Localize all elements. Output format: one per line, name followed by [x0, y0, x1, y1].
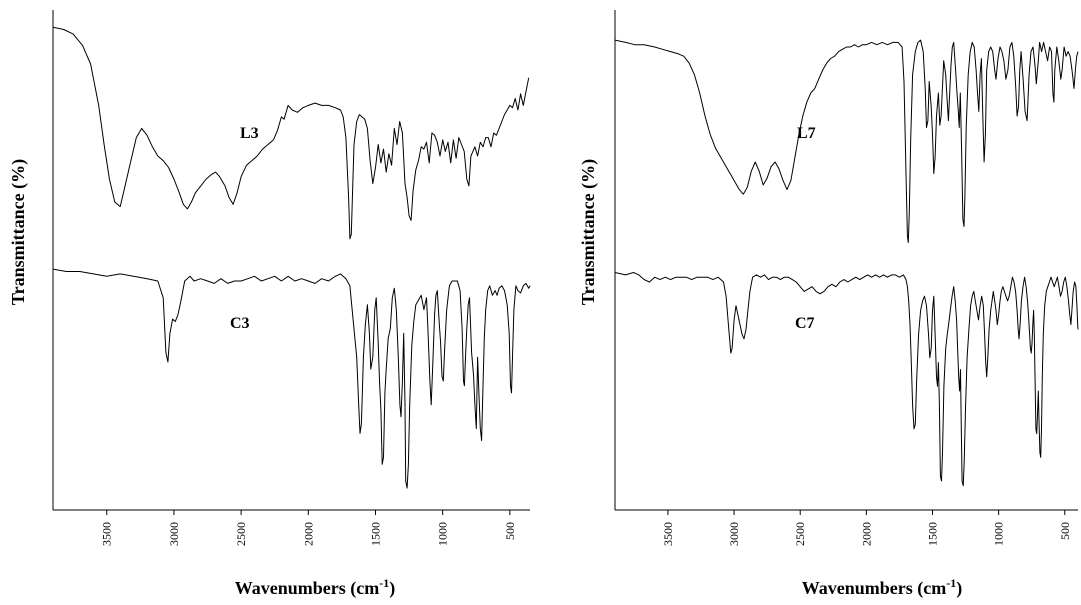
series-line-L3 — [52, 26, 530, 240]
plot-left: 3500 3000 2500 2000 1500 1000 500 L3 C3 — [52, 10, 531, 546]
plots-layer: 3500 3000 2500 2000 1500 1000 500 L3 C3 3500 3000 2… — [52, 10, 1079, 546]
series-line-L7 — [614, 39, 1079, 243]
x-tick-label-right-1500: 1500 — [925, 522, 939, 546]
x-axis-label-right-sup: -1 — [946, 576, 956, 590]
x-axis-label-right-end: ) — [956, 578, 962, 599]
x-tick-label-left-2000: 2000 — [301, 522, 315, 546]
series-label-C7: C7 — [795, 315, 815, 332]
x-axis-label-right-main: Wavenumbers (cm — [802, 578, 946, 599]
x-tick-label-left-1000: 1000 — [436, 522, 450, 546]
x-axis-label-left: Wavenumbers (cm-1) — [235, 576, 395, 599]
series-label-L3: L3 — [240, 125, 259, 142]
x-tick-label-left-500: 500 — [503, 522, 517, 540]
x-axis-label-left-sup: -1 — [379, 576, 389, 590]
x-axis-label-right: Wavenumbers (cm-1) — [802, 576, 962, 599]
x-tick-label-left-1500: 1500 — [368, 522, 382, 546]
x-tick-label-right-3500: 3500 — [661, 522, 675, 546]
x-tick-label-left-3500: 3500 — [100, 522, 114, 546]
series-line-C7 — [614, 272, 1079, 487]
plot-right: 3500 3000 2500 2000 1500 1000 500 L7 C7 — [614, 10, 1079, 546]
x-tick-label-left-2500: 2500 — [234, 522, 248, 546]
series-label-C3: C3 — [230, 315, 250, 332]
x-tick-label-right-500: 500 — [1058, 522, 1072, 540]
x-axis-label-left-end: ) — [389, 578, 395, 599]
panel-left: Transmittance (%) Wavenumbers (cm-1) — [8, 159, 395, 599]
x-tick-label-right-1000: 1000 — [992, 522, 1006, 546]
y-axis-label-right: Transmittance (%) — [578, 159, 599, 305]
y-axis-label-left: Transmittance (%) — [8, 159, 29, 305]
x-tick-label-right-3000: 3000 — [727, 522, 741, 546]
series-label-L7: L7 — [797, 125, 816, 142]
x-tick-label-right-2500: 2500 — [793, 522, 807, 546]
series-line-C3 — [52, 268, 531, 489]
panel-right: Transmittance (%) Wavenumbers (cm-1) — [578, 159, 962, 599]
x-axis-label-left-main: Wavenumbers (cm — [235, 578, 379, 599]
x-tick-label-left-3000: 3000 — [167, 522, 181, 546]
x-tick-label-right-2000: 2000 — [859, 522, 873, 546]
